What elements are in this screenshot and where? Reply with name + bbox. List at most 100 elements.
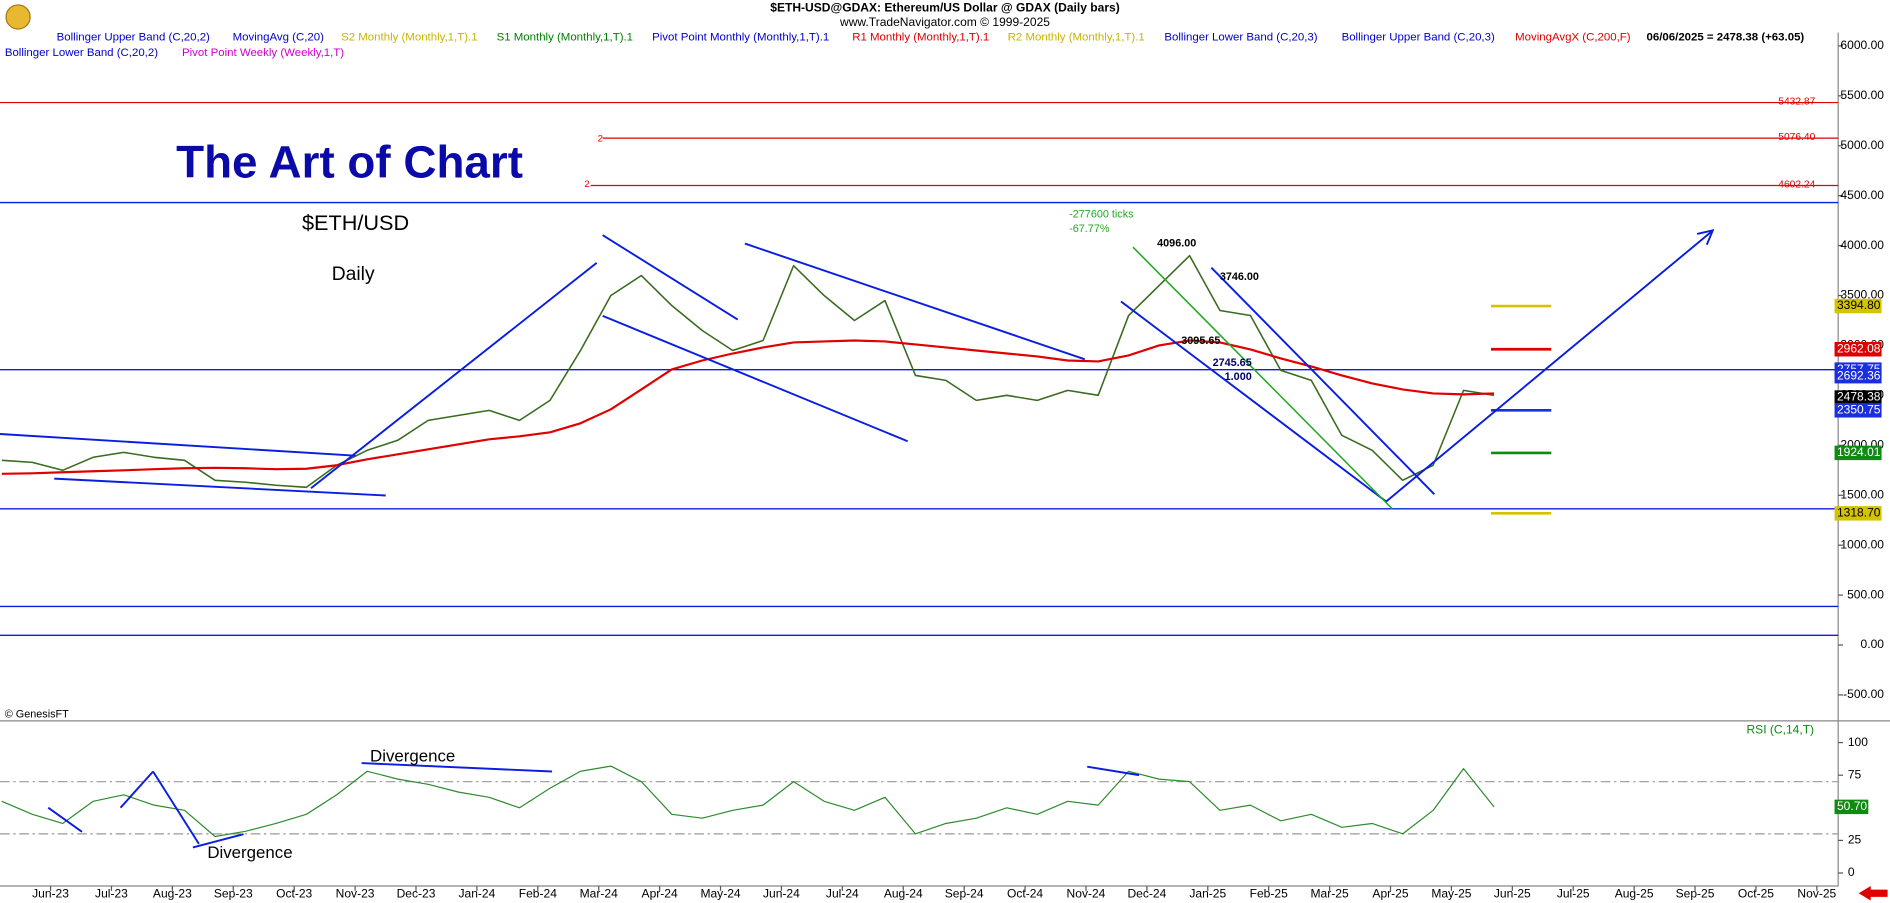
x-tick-label: Sep-25 xyxy=(1676,887,1715,901)
moving-average-line xyxy=(1,339,1495,475)
legend-entry: MovingAvg (C,20) xyxy=(233,31,325,43)
legend-entry: Bollinger Lower Band (C,20,3) xyxy=(1164,31,1317,43)
trendline xyxy=(0,433,356,457)
y-tick-label: 1000.00 xyxy=(1840,537,1884,551)
price-box-label: 2962.08 xyxy=(1837,341,1881,355)
trendline xyxy=(1385,230,1713,503)
x-tick-label: Dec-23 xyxy=(397,887,436,901)
trendline xyxy=(1120,300,1387,503)
price-box xyxy=(1834,506,1882,521)
y-tick-label: 500.00 xyxy=(1847,587,1884,601)
y-tick-label: 75 xyxy=(1848,767,1862,781)
x-tick-label: Sep-24 xyxy=(945,887,984,901)
x-tick-label: Mar-25 xyxy=(1311,887,1349,901)
price-box xyxy=(1834,445,1882,461)
x-tick-label: Aug-23 xyxy=(153,887,192,901)
arrow-head xyxy=(1696,228,1715,246)
legend-entry: R1 Monthly (Monthly,1,T).1 xyxy=(852,31,989,43)
price-box-label: 1318.70 xyxy=(1837,506,1881,520)
trendline xyxy=(602,234,739,321)
trendline xyxy=(54,477,386,497)
annotation: 3746.00 xyxy=(1220,271,1259,283)
x-tick-label: Aug-25 xyxy=(1615,887,1654,901)
legend-entry: Pivot Point Weekly (Weekly,1,T) xyxy=(182,47,344,59)
price-box xyxy=(1834,342,1882,357)
annotation: -67.77% xyxy=(1069,223,1110,235)
price-box-label: 3394.80 xyxy=(1837,298,1881,312)
y-tick-label: 25 xyxy=(1848,833,1862,847)
x-tick-label: Mar-24 xyxy=(580,887,618,901)
legend-entry: R2 Monthly (Monthly,1,T).1 xyxy=(1008,31,1145,43)
scroll-arrow[interactable] xyxy=(1858,886,1888,901)
trendline xyxy=(361,762,553,773)
x-tick-label: Jul-24 xyxy=(826,887,859,901)
annotation: Divergence xyxy=(207,843,292,862)
x-tick-label: Jan-25 xyxy=(1189,887,1226,901)
x-tick-label: Nov-25 xyxy=(1797,887,1836,901)
annotation: Daily xyxy=(332,264,375,285)
plot-area: 5432.87 5076.40 4602.24 xyxy=(0,97,1839,838)
x-tick-label: Jun-25 xyxy=(1494,887,1531,901)
price-line xyxy=(1,254,1495,489)
legend-entry: 06/06/2025 = 2478.38 (+63.05) xyxy=(1647,31,1805,43)
y-tick-label: 6000.00 xyxy=(1840,38,1884,52)
y-tick-label: 0 xyxy=(1848,865,1855,879)
annotation: 4096.00 xyxy=(1157,237,1196,249)
x-tick-label: Aug-24 xyxy=(884,887,923,901)
price-box-label: 2692.36 xyxy=(1837,368,1881,382)
y-tick-label: 3500.00 xyxy=(1840,288,1884,302)
trendlines xyxy=(0,228,1888,901)
price-box-label: 2350.75 xyxy=(1837,402,1881,416)
x-tick-label: Nov-24 xyxy=(1067,887,1106,901)
price-box xyxy=(1834,403,1882,418)
y-tick-label: 5000.00 xyxy=(1840,138,1884,152)
annotation: The Art of Chart xyxy=(176,136,523,187)
legend-entry: Bollinger Lower Band (C,20,2) xyxy=(5,47,158,59)
annotation: 2745.65 xyxy=(1213,357,1252,369)
x-tick-label: Apr-24 xyxy=(642,887,678,901)
rsi-line xyxy=(1,765,1495,838)
x-tick-label: Jun-23 xyxy=(32,887,69,901)
level-label: 5432.87 xyxy=(1778,97,1815,108)
chart-title: $ETH-USD@GDAX: Ethereum/US Dollar @ GDAX… xyxy=(770,1,1119,15)
y-tick-label: 1500.00 xyxy=(1840,487,1884,501)
y-tick-label: 5500.00 xyxy=(1840,88,1884,102)
price-box xyxy=(1834,298,1882,314)
trendline xyxy=(119,770,154,809)
trendline xyxy=(602,315,909,443)
chart-subtitle: www.TradeNavigator.com © 1999-2025 xyxy=(839,15,1050,29)
x-tick-label: Oct-25 xyxy=(1738,887,1774,901)
x-tick-label: Sep-23 xyxy=(214,887,253,901)
x-tick-label: Jun-24 xyxy=(763,887,800,901)
level-label: 4602.24 xyxy=(1778,180,1815,191)
annotation: 2 xyxy=(584,179,589,190)
annotation: $ETH/USD xyxy=(302,210,409,235)
annotation: 1.000 xyxy=(1225,371,1252,383)
legend-entry: MovingAvgX (C,200,F) xyxy=(1515,31,1631,43)
price-box-label: 1924.01 xyxy=(1837,445,1881,459)
trendline xyxy=(1087,765,1140,777)
legend-entry: Bollinger Upper Band (C,20,2) xyxy=(57,31,210,43)
x-tick-label: Oct-24 xyxy=(1007,887,1043,901)
trendline xyxy=(192,833,244,849)
price-box-label: 2478.38 xyxy=(1837,390,1881,404)
y-tick-label: 4500.00 xyxy=(1840,188,1884,202)
rsi-box xyxy=(1834,799,1869,815)
price-box xyxy=(1834,390,1882,405)
y-tick-label: 100 xyxy=(1848,735,1868,749)
price-box xyxy=(1834,368,1882,384)
annotation: -277600 ticks xyxy=(1069,209,1134,221)
panel-title: RSI (C,14,T) xyxy=(1746,723,1814,737)
x-tick-label: Apr-25 xyxy=(1372,887,1408,901)
legend-entry: Pivot Point Monthly (Monthly,1,T).1 xyxy=(652,31,829,43)
level-label: 5076.40 xyxy=(1778,132,1815,143)
y-tick-label: -500.00 xyxy=(1843,687,1884,701)
rsi-box-label: 50.70 xyxy=(1837,799,1867,813)
legend-entry: S1 Monthly (Monthly,1,T).1 xyxy=(497,31,633,43)
x-tick-label: May-25 xyxy=(1431,887,1471,901)
annotation: 2 xyxy=(598,133,603,144)
x-tick-label: Dec-24 xyxy=(1127,887,1166,901)
x-tick-label: Jul-23 xyxy=(95,887,128,901)
x-tick-label: Oct-23 xyxy=(276,887,312,901)
